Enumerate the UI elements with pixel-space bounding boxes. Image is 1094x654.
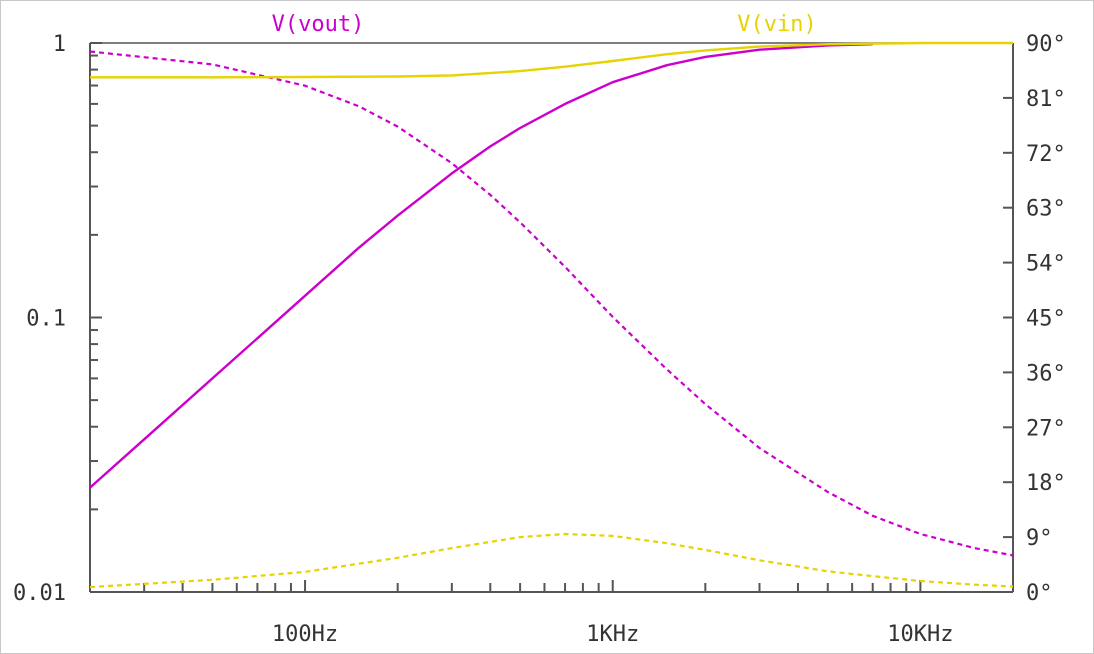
right-tick-label: 18° <box>1026 471 1066 496</box>
right-tick-label: 9° <box>1026 526 1053 551</box>
left-tick-label: 0.01 <box>13 581 66 606</box>
right-tick-label: 0° <box>1026 581 1053 606</box>
left-tick-label: 0.1 <box>26 307 66 332</box>
right-tick-label: 54° <box>1026 252 1066 277</box>
right-tick-label: 90° <box>1026 32 1066 57</box>
x-tick-label: 100Hz <box>272 622 338 647</box>
right-tick-label: 63° <box>1026 197 1066 222</box>
x-tick-label: 1KHz <box>586 622 639 647</box>
v-vin-phase-line[interactable] <box>89 532 1014 589</box>
right-tick-label: 36° <box>1026 361 1066 386</box>
v-vout-magnitude-line[interactable] <box>89 43 873 489</box>
left-tick-label: 1 <box>53 32 66 57</box>
right-tick-label: 45° <box>1026 307 1066 332</box>
x-tick-label: 10KHz <box>887 622 953 647</box>
right-tick-label: 72° <box>1026 142 1066 167</box>
right-tick-label: 27° <box>1026 416 1066 441</box>
v-vin-legend-label[interactable]: V(vin) <box>737 12 816 37</box>
right-tick-label: 81° <box>1026 87 1066 112</box>
v-vout-legend-label[interactable]: V(vout) <box>272 12 365 37</box>
v-vout-phase-line[interactable] <box>89 50 1014 557</box>
v-vin-magnitude-line[interactable] <box>90 41 1013 79</box>
